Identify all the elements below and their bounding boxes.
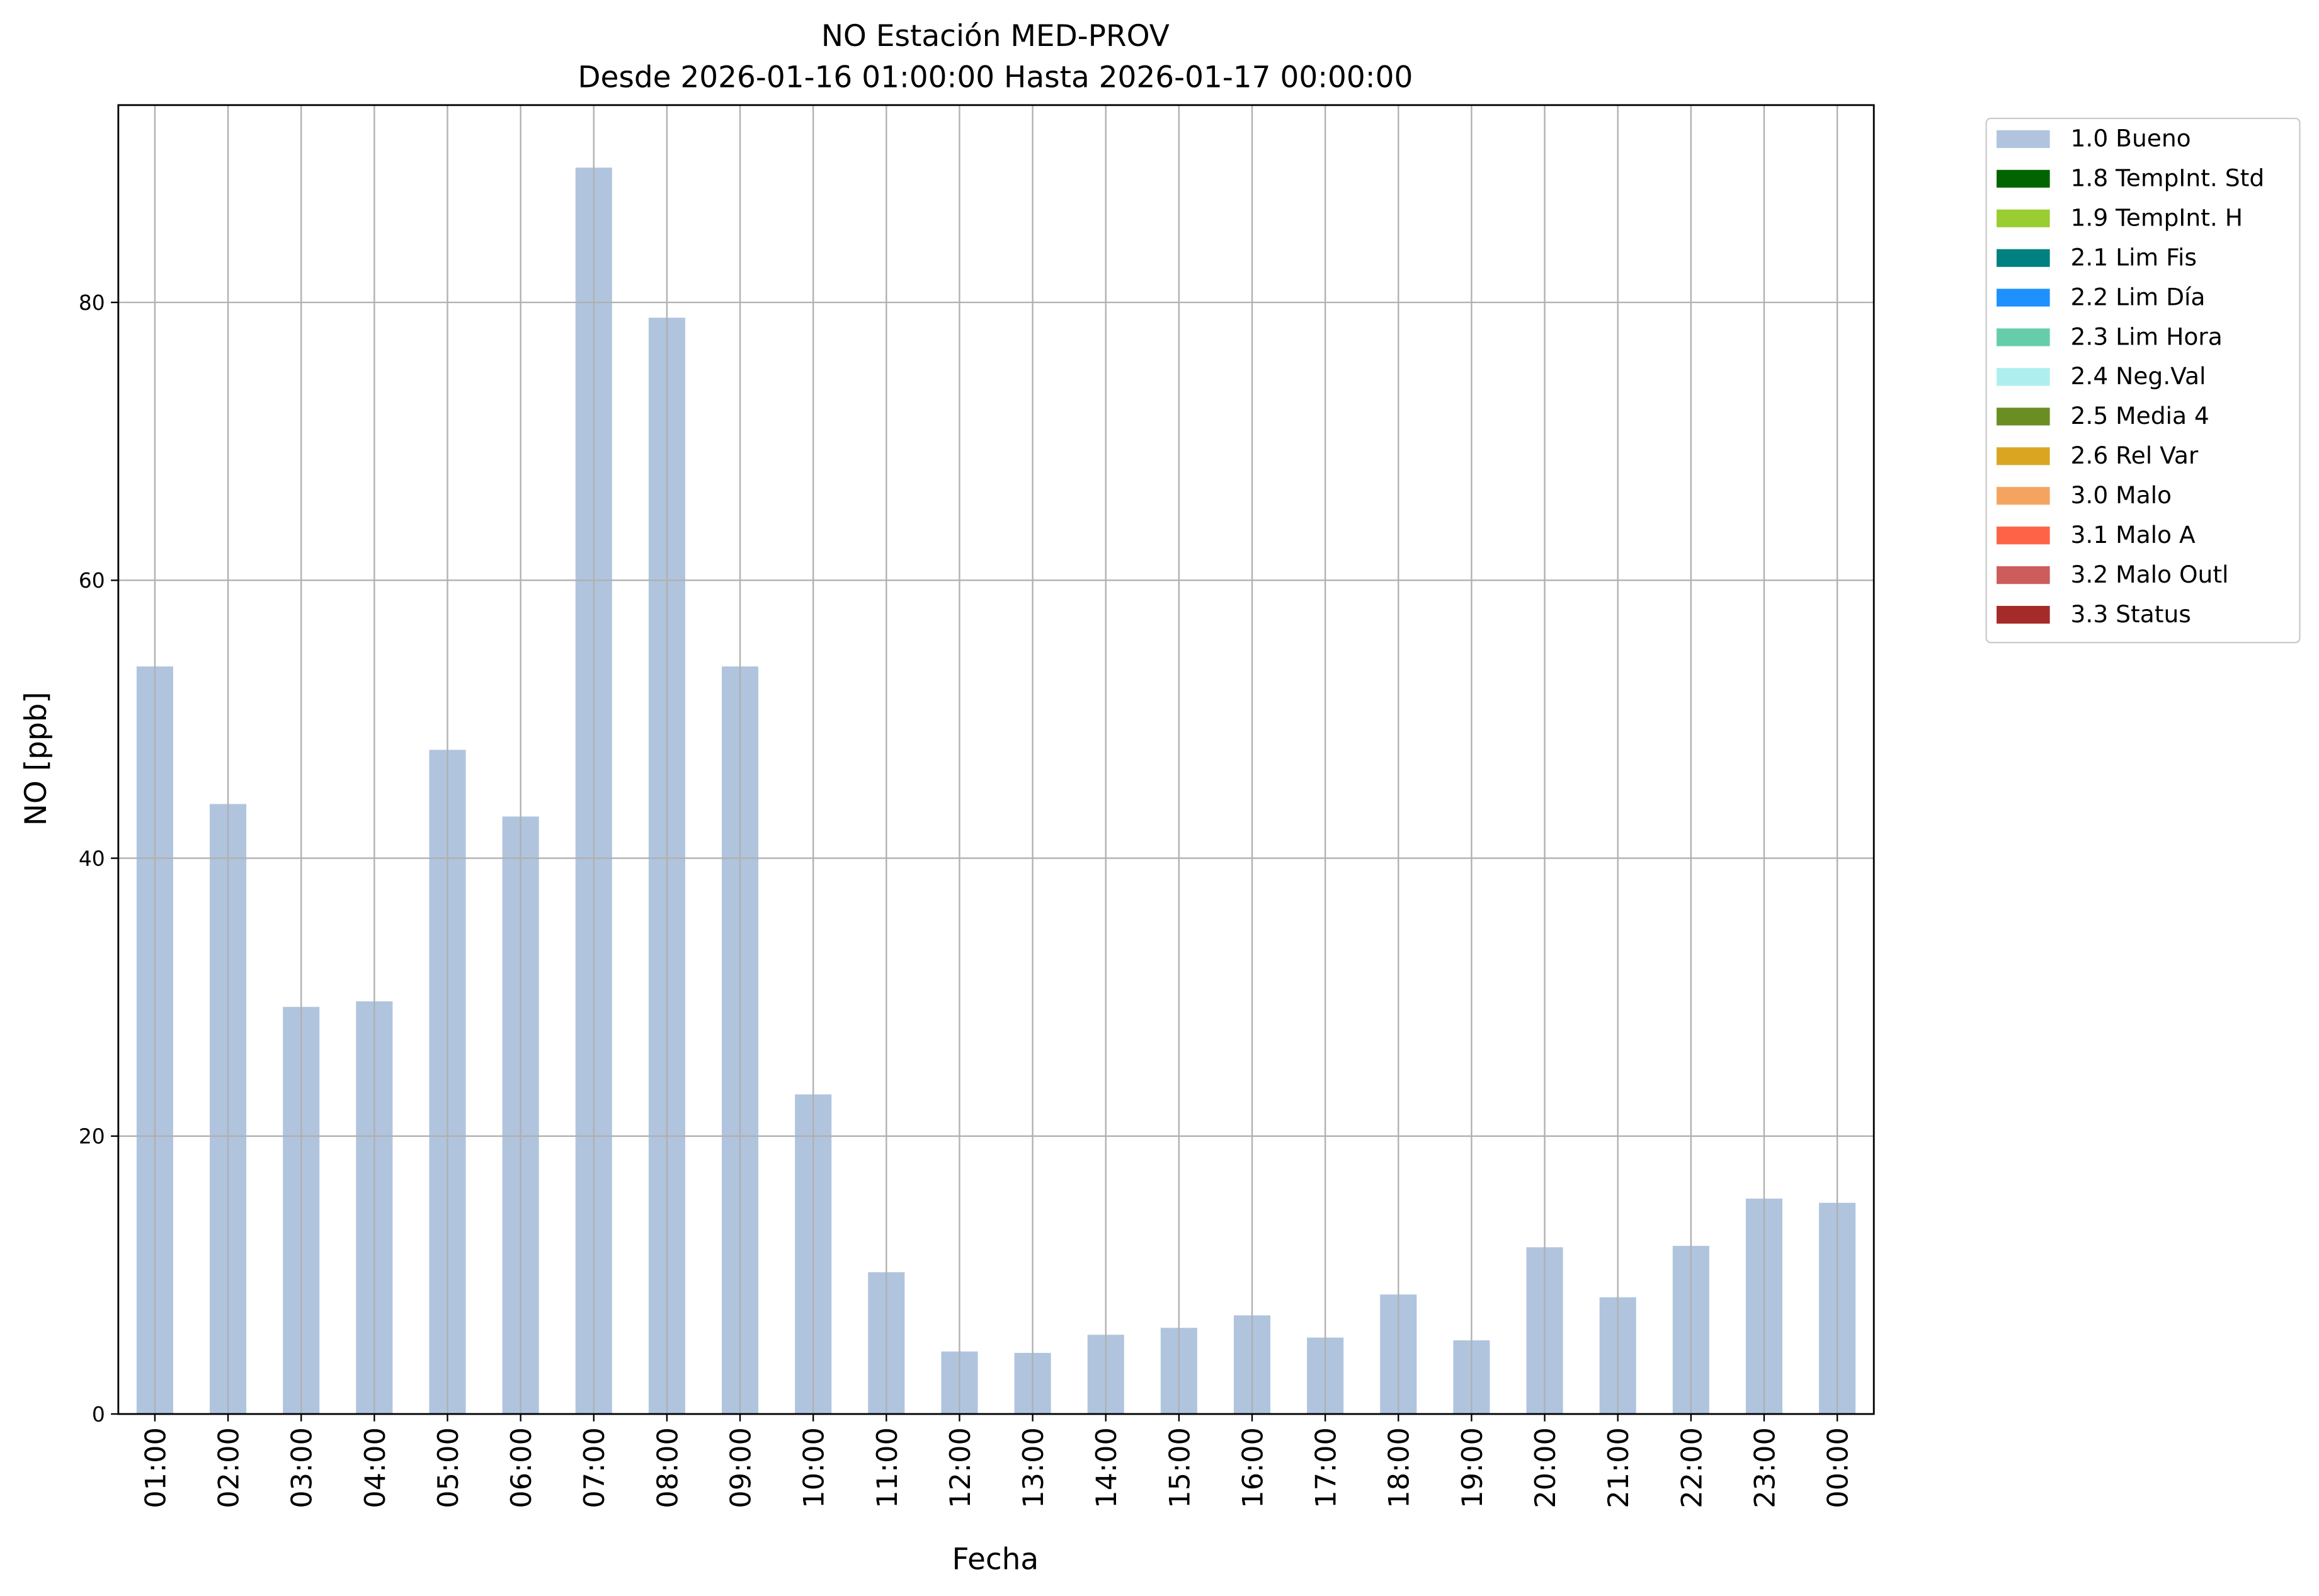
x-tick-label: 07:00 bbox=[578, 1427, 611, 1508]
y-tick-label: 80 bbox=[79, 290, 105, 315]
x-tick-label: 10:00 bbox=[798, 1427, 831, 1508]
plot-frame bbox=[117, 104, 1875, 1415]
x-tick-label: 03:00 bbox=[286, 1427, 319, 1508]
x-tick-label: 19:00 bbox=[1456, 1427, 1489, 1508]
x-tick-label: 05:00 bbox=[432, 1427, 465, 1508]
legend-swatch bbox=[1997, 408, 2050, 426]
x-tick-label: 15:00 bbox=[1163, 1427, 1196, 1508]
legend-label: 1.0 Bueno bbox=[2071, 125, 2191, 152]
x-tick-label: 20:00 bbox=[1529, 1427, 1562, 1508]
legend-swatch bbox=[1997, 209, 2050, 227]
x-tick-label: 14:00 bbox=[1090, 1427, 1123, 1508]
x-axis-label: Fecha bbox=[952, 1542, 1039, 1577]
x-tick-label: 02:00 bbox=[213, 1427, 246, 1508]
y-tick-label: 0 bbox=[92, 1402, 105, 1427]
legend-label: 2.6 Rel Var bbox=[2071, 442, 2199, 469]
legend-label: 2.4 Neg.Val bbox=[2071, 362, 2206, 390]
legend-swatch bbox=[1997, 487, 2050, 505]
x-tick-label: 08:00 bbox=[651, 1427, 684, 1508]
x-tick-label: 23:00 bbox=[1748, 1427, 1781, 1508]
legend-swatch bbox=[1997, 566, 2050, 584]
legend-swatch bbox=[1997, 447, 2050, 465]
x-tick-label: 12:00 bbox=[944, 1427, 977, 1508]
x-tick-label: 22:00 bbox=[1675, 1427, 1708, 1508]
x-tick-label: 00:00 bbox=[1822, 1427, 1855, 1508]
legend-swatch bbox=[1997, 527, 2050, 545]
x-tick-label: 16:00 bbox=[1236, 1427, 1269, 1508]
legend-label: 1.9 TempInt. H bbox=[2071, 203, 2243, 231]
legend-label: 3.1 Malo A bbox=[2071, 521, 2196, 549]
legend-label: 3.0 Malo bbox=[2071, 481, 2172, 509]
legend-label: 1.8 TempInt. Std bbox=[2071, 164, 2265, 192]
legend-swatch bbox=[1997, 249, 2050, 267]
legend-swatch bbox=[1997, 169, 2050, 188]
x-tick-label: 13:00 bbox=[1017, 1427, 1050, 1508]
x-tick-label: 09:00 bbox=[724, 1427, 757, 1508]
x-tick-label: 06:00 bbox=[505, 1427, 538, 1508]
legend-label: 2.1 Lim Fis bbox=[2071, 243, 2197, 271]
legend-swatch bbox=[1997, 605, 2050, 624]
legend-swatch bbox=[1997, 288, 2050, 307]
y-axis-label: NO [ppb] bbox=[19, 692, 54, 826]
chart-title: NO Estación MED-PROV bbox=[821, 19, 1170, 54]
chart-subtitle: Desde 2026-01-16 01:00:00 Hasta 2026-01-… bbox=[578, 60, 1413, 95]
x-tick-label: 17:00 bbox=[1310, 1427, 1343, 1508]
legend-swatch bbox=[1997, 130, 2050, 148]
y-tick-label: 20 bbox=[79, 1124, 105, 1149]
x-tick-label: 01:00 bbox=[139, 1427, 172, 1508]
legend-label: 2.2 Lim Día bbox=[2071, 283, 2206, 311]
legend-box bbox=[1985, 117, 2301, 644]
x-tick-label: 04:00 bbox=[359, 1427, 392, 1508]
y-tick-label: 60 bbox=[79, 568, 105, 593]
legend-label: 2.3 Lim Hora bbox=[2071, 322, 2223, 350]
x-tick-label: 18:00 bbox=[1383, 1427, 1416, 1508]
legend-swatch bbox=[1997, 328, 2050, 346]
legend-swatch bbox=[1997, 368, 2050, 386]
legend-label: 2.5 Media 4 bbox=[2071, 402, 2209, 430]
legend-label: 3.2 Malo Outl bbox=[2071, 561, 2229, 588]
x-tick-label: 21:00 bbox=[1602, 1427, 1635, 1508]
x-tick-label: 11:00 bbox=[871, 1427, 904, 1508]
legend-label: 3.3 Status bbox=[2071, 600, 2191, 628]
y-tick-label: 40 bbox=[79, 846, 105, 870]
